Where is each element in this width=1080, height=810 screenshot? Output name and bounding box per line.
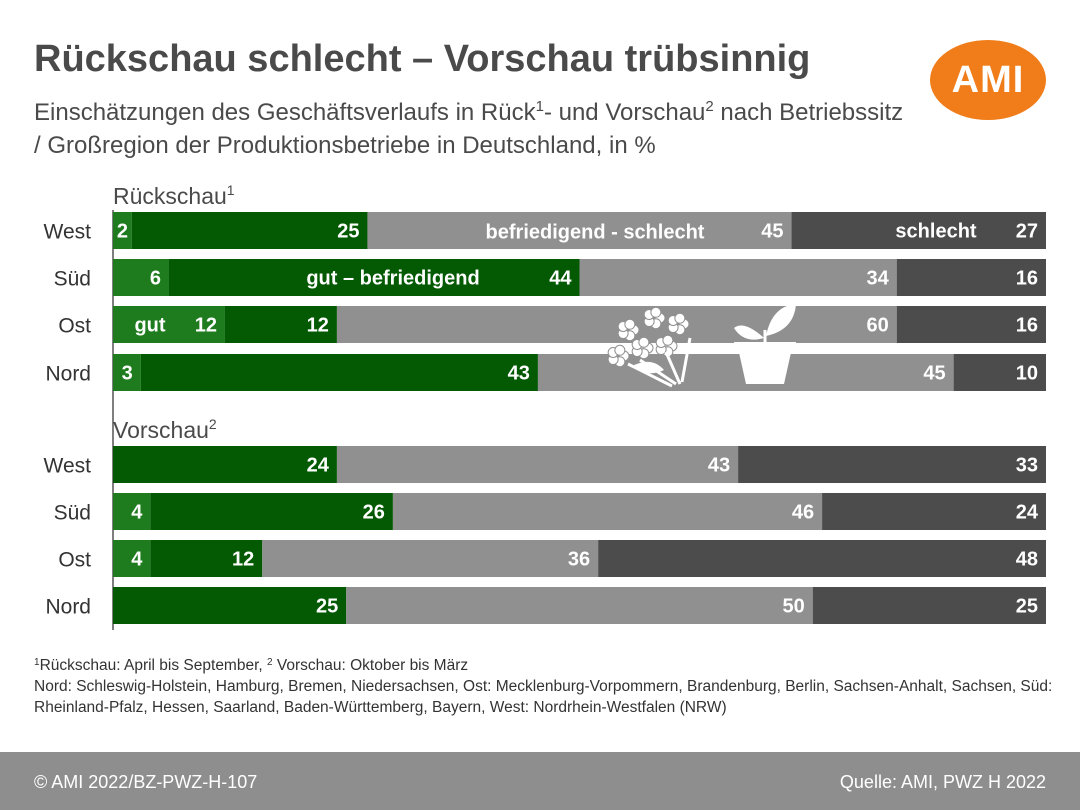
footnote-regions: Nord: Schleswig-Holstein, Hamburg, Breme… <box>34 678 1053 716</box>
bar-segment <box>113 540 151 577</box>
bar-segment <box>791 212 1046 249</box>
row-label-süd: Süd <box>54 268 91 291</box>
footnote-text-2: Vorschau: Oktober bis März <box>272 657 469 674</box>
subtitle-text-1: Einschätzungen des Geschäftsverlaufs in … <box>34 99 536 126</box>
bar-segment <box>113 306 225 343</box>
flower-bouquet-icon <box>607 306 692 388</box>
data-label: 44 <box>549 268 572 290</box>
data-label: 27 <box>1016 221 1038 243</box>
bar-segment <box>131 212 368 249</box>
copyright-text: © AMI 2022/BZ-PWZ-H-107 <box>34 772 258 792</box>
row-label-west: West <box>44 455 92 478</box>
row-label-ost: Ost <box>58 549 91 572</box>
footnotes: 1Rückschau: April bis September, 2 Vorsc… <box>34 655 1054 718</box>
bar-segment <box>113 259 169 296</box>
bar-segment <box>262 540 599 577</box>
bar-segment <box>113 493 151 530</box>
bar-segment <box>822 493 1046 530</box>
bar-segment <box>150 540 263 577</box>
data-label: 12 <box>232 549 254 571</box>
data-label: 16 <box>1016 268 1038 290</box>
data-label: 4 <box>131 502 143 524</box>
footer-bar: © AMI 2022/BZ-PWZ-H-107 Quelle: AMI, PWZ… <box>0 752 1080 810</box>
footnote-sup-2: 2 <box>267 657 273 668</box>
data-label: 12 <box>307 315 329 337</box>
data-label: 48 <box>1016 549 1038 571</box>
row-label-west: West <box>44 221 92 244</box>
data-label: 50 <box>783 596 805 618</box>
section-label: Vorschau2 <box>113 416 217 443</box>
bar-segment <box>140 354 538 391</box>
data-label: 4 <box>131 549 143 571</box>
data-label: 6 <box>150 268 161 290</box>
bar-segment <box>896 306 1046 343</box>
bar-segment <box>367 212 792 249</box>
bar-segment <box>598 540 1046 577</box>
annotation-befriedigend-schlecht: befriedigend - schlecht <box>486 222 705 244</box>
data-label: 24 <box>1016 502 1039 524</box>
footnote-sup-1: 1 <box>34 657 40 668</box>
footnote-text-1: Rückschau: April bis September, <box>39 657 268 674</box>
subtitle-text-2: - und Vorschau <box>543 99 706 126</box>
bar-segment <box>738 446 1046 483</box>
bar-segment <box>579 259 897 296</box>
bar-segment <box>953 354 1046 391</box>
data-label: 3 <box>122 363 133 385</box>
subtitle-text-3: nach Betriebssitz / Großregion der Produ… <box>34 99 904 159</box>
page-subtitle: Einschätzungen des Geschäftsverlaufs in … <box>34 96 914 162</box>
bar-segment <box>150 493 393 530</box>
data-label: 25 <box>337 221 359 243</box>
ami-logo: AMI <box>930 40 1046 120</box>
data-label: 36 <box>568 549 590 571</box>
data-label: 25 <box>1016 596 1038 618</box>
source-text: Quelle: AMI, PWZ H 2022 <box>839 772 1046 792</box>
data-label: 45 <box>923 363 945 385</box>
bar-segment <box>896 259 1046 296</box>
row-label-nord: Nord <box>45 363 91 386</box>
footnote-periods: 1Rückschau: April bis September, 2 Vorsc… <box>34 655 1054 676</box>
data-label: 60 <box>866 315 888 337</box>
bar-segment <box>113 446 337 483</box>
bar-segment <box>336 306 897 343</box>
bar-segment <box>224 306 337 343</box>
bar-segment <box>346 587 813 624</box>
data-label: 46 <box>792 502 814 524</box>
data-label: 24 <box>307 455 330 477</box>
data-label: 43 <box>708 455 730 477</box>
bar-segment <box>392 493 823 530</box>
bar-segment <box>113 354 141 391</box>
data-label: 34 <box>866 268 889 290</box>
data-label: 12 <box>195 315 217 337</box>
data-label: 16 <box>1016 315 1038 337</box>
subtitle-sup-2: 2 <box>705 98 714 115</box>
potted-plant-icon <box>734 304 796 384</box>
data-label: 25 <box>316 596 338 618</box>
row-label-ost: Ost <box>58 315 91 338</box>
data-label: 43 <box>508 363 530 385</box>
annotation-schlecht: schlecht <box>895 221 976 243</box>
data-label: 10 <box>1016 363 1038 385</box>
bar-segment <box>113 587 347 624</box>
subtitle-sup-1: 1 <box>535 98 544 115</box>
data-label: 33 <box>1016 455 1038 477</box>
bar-segment <box>812 587 1046 624</box>
section-label: Rückschau1 <box>113 182 235 209</box>
bar-segment <box>113 212 132 249</box>
data-label: 2 <box>117 221 128 243</box>
annotation-gut-befriedigend: gut – befriedigend <box>306 268 479 290</box>
bar-segment <box>168 259 580 296</box>
data-label: 26 <box>363 502 385 524</box>
annotation-gut: gut <box>134 315 165 337</box>
data-label: 45 <box>761 221 783 243</box>
bar-segment <box>336 446 739 483</box>
row-label-süd: Süd <box>54 502 91 525</box>
row-label-nord: Nord <box>45 596 91 619</box>
page-title: Rückschau schlecht – Vorschau trübsinnig <box>34 38 811 80</box>
